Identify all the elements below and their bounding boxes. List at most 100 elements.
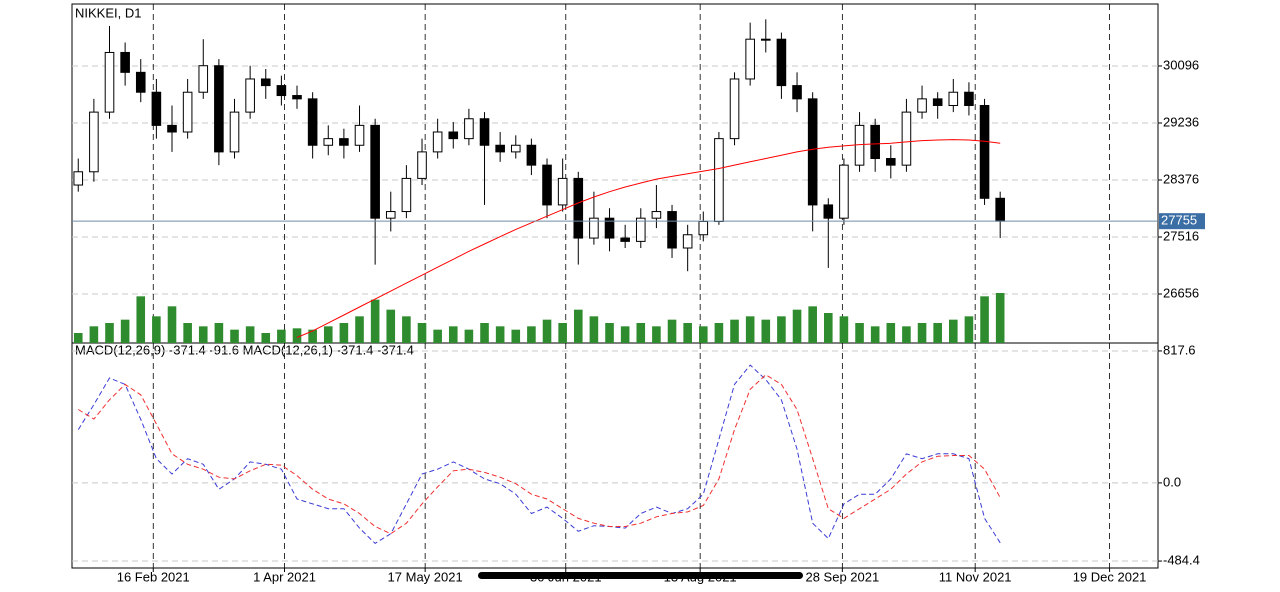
volume-bar xyxy=(620,326,630,343)
volume-bar xyxy=(105,323,114,343)
y-tick-label: 0.0 xyxy=(1163,474,1181,489)
candle-body xyxy=(776,38,787,87)
candle-body xyxy=(979,104,990,199)
candle-body xyxy=(964,91,974,106)
volume-bar xyxy=(527,326,536,343)
volume-bar xyxy=(89,326,99,343)
candle-body xyxy=(448,131,459,140)
volume-bar xyxy=(886,323,896,343)
volume-bar xyxy=(402,316,411,343)
volume-bar xyxy=(230,329,239,343)
volume-bar xyxy=(417,323,427,343)
volume-bar xyxy=(511,329,521,343)
candle-body xyxy=(229,111,240,153)
candle-body xyxy=(73,171,84,186)
candle-body xyxy=(510,144,521,153)
frame xyxy=(71,3,1159,569)
volume-bar xyxy=(120,319,130,343)
candle-body xyxy=(354,124,365,146)
candle-body xyxy=(479,118,490,146)
volume-bar xyxy=(480,323,489,343)
candle-body xyxy=(729,78,740,140)
volume-bar xyxy=(448,326,458,343)
volume-bar xyxy=(652,326,661,343)
candle-body xyxy=(542,164,552,206)
y-tick-label: 817.6 xyxy=(1163,342,1196,357)
volume-bar xyxy=(949,319,958,343)
last-price-label: 27755 xyxy=(1161,213,1197,228)
candle-body xyxy=(870,124,880,160)
candle-body xyxy=(995,197,1005,222)
x-tick-label: 19 Dec 2021 xyxy=(1073,569,1147,584)
candle-body xyxy=(714,138,724,222)
volume-bar xyxy=(605,323,614,343)
volume-bar xyxy=(636,323,646,343)
candle-body xyxy=(573,177,584,239)
candle-body xyxy=(886,158,896,166)
candle-body xyxy=(260,78,271,87)
y-tick-label: 26656 xyxy=(1163,285,1199,300)
candle-body xyxy=(89,111,99,173)
volume-bar xyxy=(323,326,333,343)
candle-body xyxy=(401,177,412,213)
x-tick-label: 28 Sep 2021 xyxy=(805,569,879,584)
x-tick-label: 17 May 2021 xyxy=(388,569,463,584)
volume-bar xyxy=(589,316,599,343)
candle-body xyxy=(807,98,818,206)
chart-title: NIKKEI, D1 xyxy=(75,5,141,20)
indicator-line xyxy=(78,374,1001,535)
candle-body xyxy=(760,38,771,41)
candle-body xyxy=(839,164,849,219)
volume-bar xyxy=(370,299,380,343)
volume-bar xyxy=(714,323,724,343)
volume-bar xyxy=(761,319,771,343)
volume-bar xyxy=(183,323,192,343)
candle-body xyxy=(417,151,427,179)
candle-body xyxy=(557,177,568,206)
volume-bar xyxy=(464,329,474,343)
candle-body xyxy=(948,91,959,106)
volume-bar xyxy=(823,313,833,343)
volume-bar xyxy=(542,319,552,343)
candle-body xyxy=(745,38,755,80)
volume-bar xyxy=(277,329,286,343)
candle-body xyxy=(526,144,537,166)
x-tick-label: 1 Apr 2021 xyxy=(253,569,316,584)
candle-body xyxy=(823,204,834,219)
indicator-line xyxy=(77,364,1001,545)
volume-bar xyxy=(902,326,911,343)
volume-bar xyxy=(667,319,677,343)
volume-bar xyxy=(245,326,255,343)
volume-bar xyxy=(933,323,942,343)
candle-body xyxy=(292,95,302,100)
volume-bar xyxy=(495,326,505,343)
candle-body xyxy=(135,71,146,93)
candle-body xyxy=(167,124,177,133)
y-tick-label: 30096 xyxy=(1163,57,1199,72)
volume-bar xyxy=(558,323,567,343)
x-tick-label: 16 Feb 2021 xyxy=(117,569,190,584)
candle-body xyxy=(245,78,255,113)
volume-bar xyxy=(433,329,442,343)
candle-body xyxy=(307,98,318,146)
candle-body xyxy=(917,98,927,113)
volume-bar xyxy=(683,323,692,343)
y-tick-label: 29236 xyxy=(1163,114,1199,129)
y-tick-label: 27516 xyxy=(1163,228,1199,243)
volume-bar xyxy=(339,323,349,343)
candle-body xyxy=(901,111,912,166)
volume-bar xyxy=(839,316,849,343)
volume-bar xyxy=(730,319,739,343)
volume-bar xyxy=(261,333,271,343)
candle-body xyxy=(698,220,709,236)
volume-bar xyxy=(73,333,83,343)
y-tick-label: 28376 xyxy=(1163,171,1199,186)
candle-body xyxy=(276,85,287,97)
candle-body xyxy=(339,138,349,146)
last-price-box xyxy=(1159,213,1205,230)
candle-body xyxy=(182,91,193,133)
x-tick-label: 11 Nov 2021 xyxy=(939,569,1012,584)
volume-bar xyxy=(386,309,396,343)
candle-body xyxy=(198,65,209,93)
